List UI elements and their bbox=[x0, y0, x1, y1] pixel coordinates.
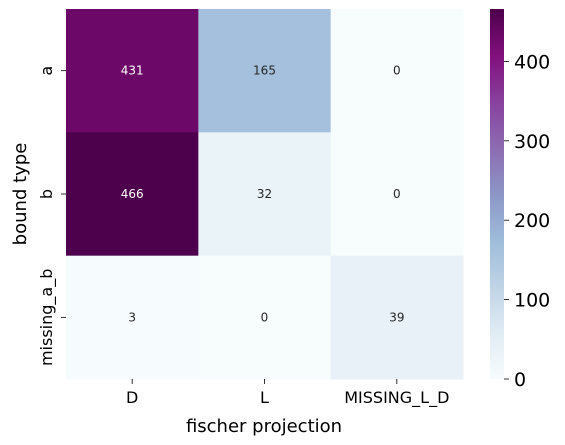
y-tick-label: a bbox=[37, 66, 56, 76]
cell-value-label: 32 bbox=[257, 187, 272, 201]
colorbar bbox=[490, 9, 504, 379]
cell-value-label: 466 bbox=[121, 187, 144, 201]
cell-value-label: 431 bbox=[121, 64, 144, 78]
heatmap-cell bbox=[330, 132, 464, 257]
heatmap-cells bbox=[66, 9, 464, 380]
colorbar-tick-label: 300 bbox=[514, 131, 550, 153]
y-axis-label: bound type bbox=[10, 143, 31, 246]
heatmap-cell bbox=[198, 9, 332, 133]
heatmap-cell bbox=[66, 132, 199, 257]
x-tick-label: MISSING_L_D bbox=[344, 388, 449, 408]
heatmap-cell bbox=[198, 132, 332, 257]
heatmap-cell bbox=[330, 9, 464, 133]
colorbar-ticks: 0 100 200 300 400 bbox=[504, 51, 550, 391]
y-axis-ticks: a b missing_a_b bbox=[37, 66, 66, 366]
x-tick-label: L bbox=[260, 388, 269, 407]
heatmap-cell-labels: 431 165 0 466 32 0 3 0 39 bbox=[121, 64, 405, 325]
colorbar-tick-label: 0 bbox=[514, 369, 526, 391]
colorbar-tick-label: 100 bbox=[514, 290, 550, 312]
cell-value-label: 0 bbox=[393, 187, 401, 201]
heatmap-cell bbox=[330, 255, 464, 380]
cell-value-label: 39 bbox=[389, 310, 404, 324]
y-tick-label: b bbox=[37, 189, 56, 199]
colorbar-tick-label: 200 bbox=[514, 210, 550, 232]
colorbar-tick-label: 400 bbox=[514, 51, 550, 73]
heatmap-cell bbox=[66, 9, 199, 133]
cell-value-label: 3 bbox=[128, 310, 136, 324]
x-axis-ticks: D L MISSING_L_D bbox=[126, 379, 449, 408]
y-tick-label: missing_a_b bbox=[37, 269, 57, 366]
x-tick-label: D bbox=[126, 388, 138, 407]
heatmap-cell bbox=[66, 255, 199, 380]
cell-value-label: 165 bbox=[253, 64, 276, 78]
cell-value-label: 0 bbox=[261, 310, 269, 324]
cell-value-label: 0 bbox=[393, 64, 401, 78]
heatmap-cell bbox=[198, 255, 332, 380]
x-axis-label: fischer projection bbox=[186, 416, 342, 437]
